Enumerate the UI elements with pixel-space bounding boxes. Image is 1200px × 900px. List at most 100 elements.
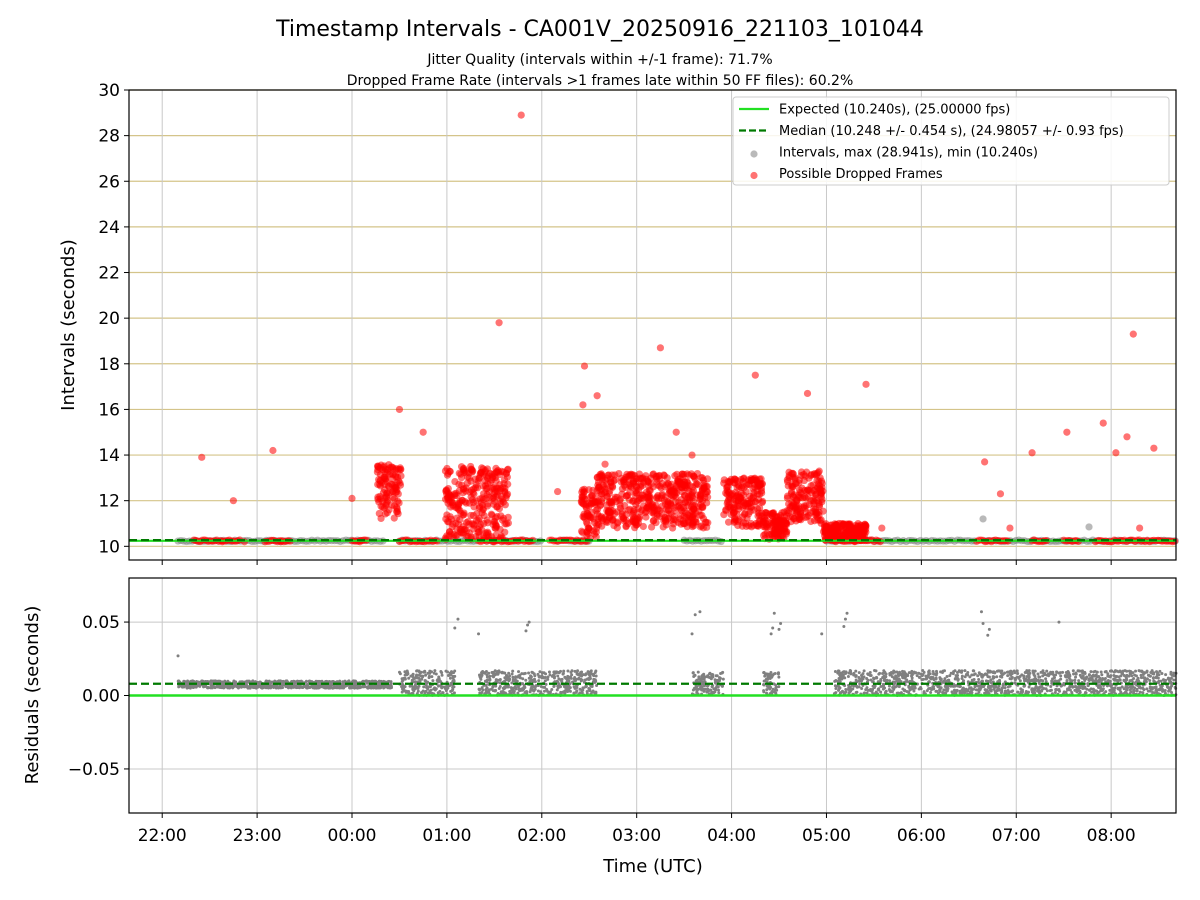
dropped-frame-point	[803, 513, 811, 521]
dropped-frame-point	[1129, 330, 1137, 338]
residual-point	[968, 675, 972, 679]
residual-point	[206, 685, 210, 689]
residual-point	[710, 673, 714, 677]
residual-point	[338, 685, 342, 689]
residual-point	[510, 672, 514, 676]
residual-point	[542, 689, 546, 693]
residual-point	[304, 679, 308, 683]
dropped-frame-point	[720, 511, 728, 519]
dropped-frame-point	[441, 495, 450, 503]
dropped-frame-point	[692, 518, 700, 526]
dropped-frame-point	[495, 319, 503, 327]
dropped-frame-point	[603, 506, 611, 515]
dropped-frame-point	[611, 510, 619, 518]
residual-point	[1138, 690, 1142, 694]
residual-point	[1023, 671, 1027, 675]
residual-point	[438, 679, 442, 683]
legend-entry-label: Intervals, max (28.941s), min (10.240s)	[779, 146, 1038, 161]
dropped-frame-point	[622, 516, 630, 524]
residual-point	[318, 685, 322, 689]
residual-point	[491, 684, 495, 688]
dropped-frame-point	[847, 528, 855, 537]
residual-point	[958, 685, 962, 689]
residual-point	[566, 669, 570, 673]
residual-point	[234, 682, 238, 686]
dropped-frame-point	[797, 513, 805, 521]
figure-title: Timestamp Intervals - CA001V_20250916_22…	[275, 17, 924, 42]
residual-point	[445, 670, 449, 674]
dropped-frame-point	[746, 492, 754, 501]
dropped-frame-point	[620, 478, 628, 486]
residual-point	[504, 678, 508, 682]
residual-point	[929, 677, 933, 681]
residual-point	[238, 680, 242, 684]
residual-point	[310, 680, 314, 684]
dropped-frame-point	[479, 506, 487, 514]
residual-point	[452, 691, 456, 695]
dropped-frame-point	[804, 486, 812, 494]
dropped-frame-point	[626, 488, 634, 496]
residual-point	[970, 688, 974, 692]
dropped-frame-point	[502, 520, 511, 528]
residual-point	[485, 673, 489, 677]
residual-point	[518, 676, 522, 680]
residual-point	[562, 669, 566, 673]
dropped-frame-point	[792, 479, 800, 487]
residual-point	[1015, 669, 1019, 673]
dropped-frame-point	[777, 520, 785, 528]
dropped-frame-point	[452, 519, 460, 527]
dropped-frame-point	[382, 500, 390, 508]
dropped-frame-point	[674, 477, 682, 485]
residual-point	[1018, 679, 1022, 683]
dropped-frame-point	[451, 477, 459, 486]
residual-point	[265, 684, 269, 688]
residual-point	[436, 691, 440, 695]
dropped-frame-point	[1099, 419, 1107, 427]
residual-point	[377, 681, 381, 685]
residual-point	[1150, 686, 1154, 690]
residual-point	[945, 674, 949, 678]
residual-point	[693, 673, 697, 677]
residual-point	[209, 682, 213, 686]
residual-point	[570, 673, 574, 677]
residual-point	[478, 691, 482, 695]
dropped-frame-point	[996, 490, 1005, 498]
residual-point	[389, 680, 393, 684]
residual-point	[441, 691, 445, 695]
residual-point	[1125, 678, 1129, 682]
intervals-legend: Expected (10.240s), (25.00000 fps)Median…	[732, 96, 1170, 186]
residual-point	[488, 674, 492, 678]
residual-point	[321, 684, 325, 688]
dropped-frame-point	[845, 521, 853, 529]
residual-point	[330, 680, 334, 684]
dropped-frame-point	[799, 503, 807, 512]
residual-point	[503, 686, 507, 690]
residual-point	[451, 676, 455, 680]
residual-point	[413, 687, 417, 691]
residual-point	[557, 684, 561, 688]
residual-point	[248, 684, 252, 688]
residual-point	[574, 684, 578, 688]
dropped-frame-point	[703, 523, 711, 531]
residual-point	[1172, 671, 1176, 675]
residual-point	[524, 678, 528, 682]
residual-point	[721, 677, 725, 681]
residual-point	[869, 674, 873, 678]
residual-point	[406, 672, 410, 676]
dropped-frame-point	[675, 501, 683, 510]
residual-point	[430, 691, 434, 695]
residual-point	[424, 689, 428, 693]
residual-point	[514, 675, 518, 679]
dropped-frame-point	[662, 516, 670, 524]
residual-point	[1008, 684, 1012, 688]
residual-point	[1157, 673, 1161, 677]
dropped-frame-point	[442, 515, 450, 523]
dropped-frame-point	[477, 468, 485, 477]
dropped-frame-point	[605, 498, 614, 507]
dropped-frame-point	[654, 495, 663, 503]
residual-point	[349, 686, 353, 690]
residual-point	[294, 685, 298, 689]
dropped-frame-point	[598, 471, 606, 479]
residual-point	[411, 675, 415, 679]
residual-point	[932, 685, 936, 689]
